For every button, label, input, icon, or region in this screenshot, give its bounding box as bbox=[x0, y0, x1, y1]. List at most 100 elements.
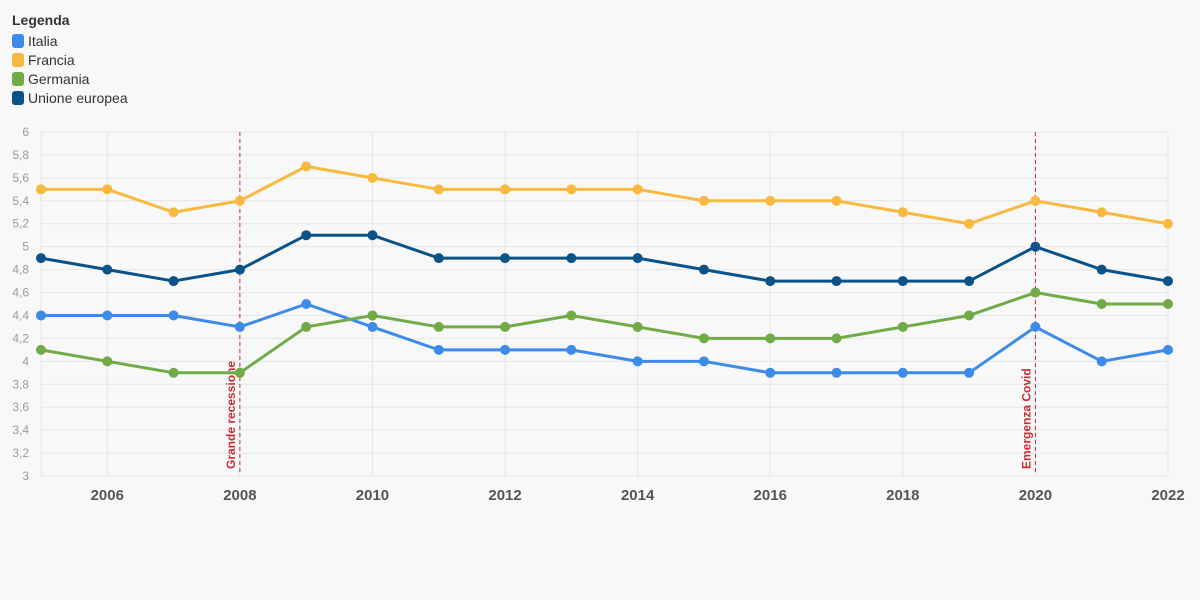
data-point[interactable] bbox=[765, 276, 776, 287]
data-point[interactable] bbox=[632, 321, 643, 332]
data-point[interactable] bbox=[566, 184, 577, 195]
y-tick-label: 4 bbox=[22, 354, 29, 368]
data-point[interactable] bbox=[301, 299, 312, 309]
data-point[interactable] bbox=[301, 230, 312, 241]
data-point[interactable] bbox=[1163, 344, 1173, 355]
data-point[interactable] bbox=[698, 356, 709, 367]
data-point[interactable] bbox=[234, 195, 245, 206]
data-point[interactable] bbox=[964, 310, 975, 321]
series-line bbox=[40, 291, 1168, 375]
data-point[interactable] bbox=[632, 253, 643, 264]
data-point[interactable] bbox=[1030, 321, 1041, 332]
data-point[interactable] bbox=[102, 184, 113, 195]
legend-swatch-italia bbox=[12, 33, 24, 48]
data-point[interactable] bbox=[367, 230, 378, 241]
data-point[interactable] bbox=[1030, 195, 1041, 206]
data-point[interactable] bbox=[831, 367, 842, 378]
series-layer bbox=[36, 161, 1173, 378]
data-point[interactable] bbox=[897, 276, 908, 287]
series-germania bbox=[36, 287, 1173, 378]
data-point[interactable] bbox=[765, 195, 776, 206]
data-point[interactable] bbox=[168, 207, 179, 218]
legend-swatch-germania bbox=[12, 71, 24, 86]
data-point[interactable] bbox=[698, 264, 709, 275]
data-point[interactable] bbox=[168, 276, 179, 287]
data-point[interactable] bbox=[367, 310, 378, 321]
x-tick-label: 2008 bbox=[223, 487, 256, 504]
legend-swatch-unione-europea bbox=[12, 90, 24, 105]
data-point[interactable] bbox=[1163, 218, 1173, 229]
data-point[interactable] bbox=[964, 276, 975, 287]
data-point[interactable] bbox=[632, 184, 643, 195]
data-point[interactable] bbox=[500, 344, 511, 355]
data-point[interactable] bbox=[897, 367, 908, 378]
x-tick-label: 2014 bbox=[621, 487, 655, 504]
data-point[interactable] bbox=[897, 321, 908, 332]
data-point[interactable] bbox=[831, 333, 842, 344]
data-point[interactable] bbox=[102, 356, 113, 367]
data-point[interactable] bbox=[765, 333, 776, 344]
data-point[interactable] bbox=[36, 184, 46, 195]
data-point[interactable] bbox=[433, 253, 444, 264]
data-point[interactable] bbox=[367, 172, 378, 183]
legend-label-unione-europea: Unione europea bbox=[28, 89, 128, 106]
data-point[interactable] bbox=[367, 321, 378, 332]
data-point[interactable] bbox=[301, 321, 312, 332]
data-point[interactable] bbox=[831, 276, 842, 287]
legend-swatch-francia bbox=[12, 52, 24, 67]
data-point[interactable] bbox=[36, 310, 46, 321]
legend-item-francia[interactable]: Francia bbox=[12, 50, 128, 69]
data-point[interactable] bbox=[566, 310, 577, 321]
data-point[interactable] bbox=[897, 207, 908, 218]
legend-item-germania[interactable]: Germania bbox=[12, 69, 128, 88]
data-point[interactable] bbox=[1096, 207, 1107, 218]
data-point[interactable] bbox=[831, 195, 842, 206]
data-point[interactable] bbox=[1163, 299, 1173, 309]
y-tick-label: 4,6 bbox=[12, 286, 29, 300]
data-point[interactable] bbox=[168, 310, 179, 321]
data-point[interactable] bbox=[1030, 287, 1041, 298]
data-point[interactable] bbox=[632, 356, 643, 367]
data-point[interactable] bbox=[433, 184, 444, 195]
y-tick-label: 5,4 bbox=[12, 194, 29, 208]
data-point[interactable] bbox=[433, 344, 444, 355]
data-point[interactable] bbox=[698, 195, 709, 206]
data-point[interactable] bbox=[500, 253, 511, 264]
data-point[interactable] bbox=[234, 264, 245, 275]
legend-item-unione-europea[interactable]: Unione europea bbox=[12, 88, 128, 107]
data-point[interactable] bbox=[234, 321, 245, 332]
y-tick-label: 5,6 bbox=[12, 171, 29, 185]
annotation-label: Emergenza Covid bbox=[1019, 368, 1033, 469]
data-point[interactable] bbox=[698, 333, 709, 344]
data-point[interactable] bbox=[566, 344, 577, 355]
y-tick-label: 5,2 bbox=[12, 217, 29, 231]
data-point[interactable] bbox=[1030, 241, 1041, 252]
data-point[interactable] bbox=[566, 253, 577, 264]
series-line bbox=[41, 302, 1169, 375]
legend-label-germania: Germania bbox=[28, 70, 90, 87]
data-point[interactable] bbox=[500, 321, 511, 332]
y-tick-label: 3,6 bbox=[12, 400, 29, 414]
data-point[interactable] bbox=[301, 161, 312, 172]
data-point[interactable] bbox=[102, 310, 113, 321]
legend: Legenda Italia Francia Germania Unione e… bbox=[12, 12, 128, 107]
data-point[interactable] bbox=[964, 218, 975, 229]
data-point[interactable] bbox=[433, 321, 444, 332]
data-point[interactable] bbox=[36, 253, 46, 264]
data-point[interactable] bbox=[168, 367, 179, 378]
legend-item-italia[interactable]: Italia bbox=[12, 31, 128, 50]
data-point[interactable] bbox=[964, 367, 975, 378]
x-tick-label: 2012 bbox=[488, 487, 521, 504]
gridlines bbox=[40, 131, 1169, 477]
data-point[interactable] bbox=[1096, 356, 1107, 367]
data-point[interactable] bbox=[1096, 264, 1107, 275]
data-point[interactable] bbox=[102, 264, 113, 275]
series-unione-europea bbox=[36, 230, 1173, 287]
data-point[interactable] bbox=[500, 184, 511, 195]
y-tick-label: 4,2 bbox=[12, 331, 29, 345]
data-point[interactable] bbox=[765, 367, 776, 378]
data-point[interactable] bbox=[234, 367, 245, 378]
data-point[interactable] bbox=[36, 344, 46, 355]
data-point[interactable] bbox=[1096, 299, 1107, 309]
data-point[interactable] bbox=[1163, 276, 1173, 287]
